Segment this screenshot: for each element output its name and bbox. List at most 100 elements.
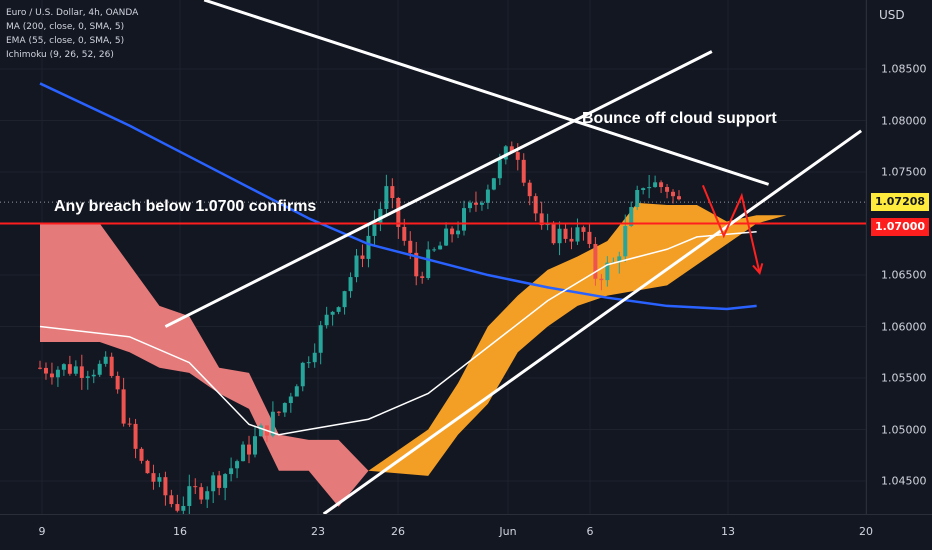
candle-body <box>43 367 48 374</box>
candle-body <box>181 505 186 511</box>
candle-body <box>217 475 222 488</box>
projection-arrowhead <box>752 263 764 275</box>
candle-body <box>258 425 263 437</box>
candle-body <box>671 191 676 197</box>
candle-body <box>432 249 437 251</box>
y-tick-label: 1.04500 <box>881 474 927 488</box>
candle-body <box>354 255 359 278</box>
y-tick-label: 1.07500 <box>881 165 927 179</box>
candle-body <box>109 356 114 376</box>
candle-body <box>533 196 538 214</box>
candle-body <box>665 187 670 192</box>
x-tick-label: 6 <box>586 525 594 538</box>
x-tick-label: 13 <box>721 525 735 538</box>
candle-body <box>450 228 455 235</box>
chart-legend: Euro / U.S. Dollar, 4h, OANDA MA (200, c… <box>6 6 138 62</box>
trendline[interactable] <box>203 0 770 186</box>
candle-body <box>121 389 126 424</box>
candle-body <box>551 223 556 244</box>
candle-body <box>175 504 180 511</box>
time-axis[interactable]: 9 16 23 26 Jun 6 13 20 <box>0 514 932 550</box>
candle-body <box>527 182 532 197</box>
candle-body <box>145 460 150 474</box>
candle-body <box>390 186 395 198</box>
y-tick-label: 1.06500 <box>881 268 927 282</box>
candle-body <box>581 227 586 232</box>
candle-body <box>539 213 544 226</box>
price-axis[interactable]: USD 1.04500 1.05000 1.05500 1.06000 1.06500 1… <box>866 0 932 514</box>
candle-body <box>497 159 502 179</box>
candle-body <box>659 182 664 188</box>
x-tick-label: 16 <box>173 525 187 538</box>
candle-body <box>378 208 383 223</box>
candle-body <box>211 475 216 492</box>
candle-body <box>647 187 652 189</box>
legend-title[interactable]: Euro / U.S. Dollar, 4h, OANDA <box>6 8 139 18</box>
legend-ma[interactable]: MA (200, close, 0, SMA, 5) <box>6 22 125 32</box>
candle-body <box>205 491 210 500</box>
candle-body <box>55 369 60 378</box>
annotation-bounce: Bounce off cloud support <box>582 110 777 127</box>
candle-body <box>133 423 138 449</box>
candle-body <box>247 444 252 455</box>
y-tick-label: 1.05000 <box>881 423 927 437</box>
candle-body <box>330 311 335 315</box>
candle-body <box>223 474 228 488</box>
legend-ichimoku[interactable]: Ichimoku (9, 26, 52, 26) <box>6 50 114 60</box>
candle-body <box>336 307 341 312</box>
candle-body <box>456 230 461 235</box>
ema55-line <box>39 231 757 436</box>
y-tick-label: 1.08000 <box>881 114 927 128</box>
candle-body <box>473 202 478 205</box>
candle-body <box>467 202 472 209</box>
ichimoku-cloud <box>40 223 369 507</box>
candle-body <box>426 249 431 278</box>
candle-body <box>414 252 419 277</box>
chart-plot-area[interactable] <box>0 0 866 514</box>
candle-body <box>605 262 610 281</box>
candle-body <box>515 152 520 160</box>
candle-body <box>677 196 682 200</box>
candle-body <box>163 477 168 496</box>
candle-body <box>360 255 365 259</box>
candle-body <box>79 366 84 378</box>
trendline[interactable] <box>164 50 713 328</box>
y-tick-label: 1.05500 <box>881 371 927 385</box>
candle-body <box>187 486 192 506</box>
candle-body <box>306 362 311 364</box>
candle-body <box>199 487 204 500</box>
trendline[interactable] <box>322 129 863 514</box>
candle-body <box>420 276 425 278</box>
candle-body <box>342 291 347 308</box>
candle-body <box>623 226 628 257</box>
legend-ema[interactable]: EMA (55, close, 0, SMA, 5) <box>6 36 125 46</box>
x-tick-label: Jun <box>499 525 517 538</box>
candle-body <box>151 473 156 482</box>
candle-body <box>318 325 323 353</box>
candle-body <box>229 468 234 475</box>
candle-body <box>599 278 604 281</box>
x-tick-label: 26 <box>391 525 405 538</box>
candle-body <box>288 396 293 404</box>
candle-body <box>563 228 568 239</box>
candle-body <box>629 207 634 227</box>
candle-body <box>139 448 144 461</box>
current-price-tag: 1.07208 <box>871 193 929 211</box>
candle-body <box>653 182 658 188</box>
candle-body <box>575 227 580 242</box>
projection-path[interactable] <box>701 185 761 274</box>
candle-body <box>235 461 240 469</box>
annotation-breach: Any breach below 1.0700 confirms <box>54 198 317 215</box>
candle-body <box>462 208 467 231</box>
candle-body <box>127 423 132 425</box>
candle-body <box>324 314 329 326</box>
candle-body <box>491 178 496 190</box>
y-tick-label: 1.08500 <box>881 62 927 76</box>
candle-body <box>366 235 371 259</box>
candle-body <box>444 228 449 246</box>
candle-body <box>97 363 102 375</box>
x-tick-label: 9 <box>38 525 46 538</box>
candle-body <box>193 486 198 488</box>
x-tick-label: 23 <box>311 525 325 538</box>
